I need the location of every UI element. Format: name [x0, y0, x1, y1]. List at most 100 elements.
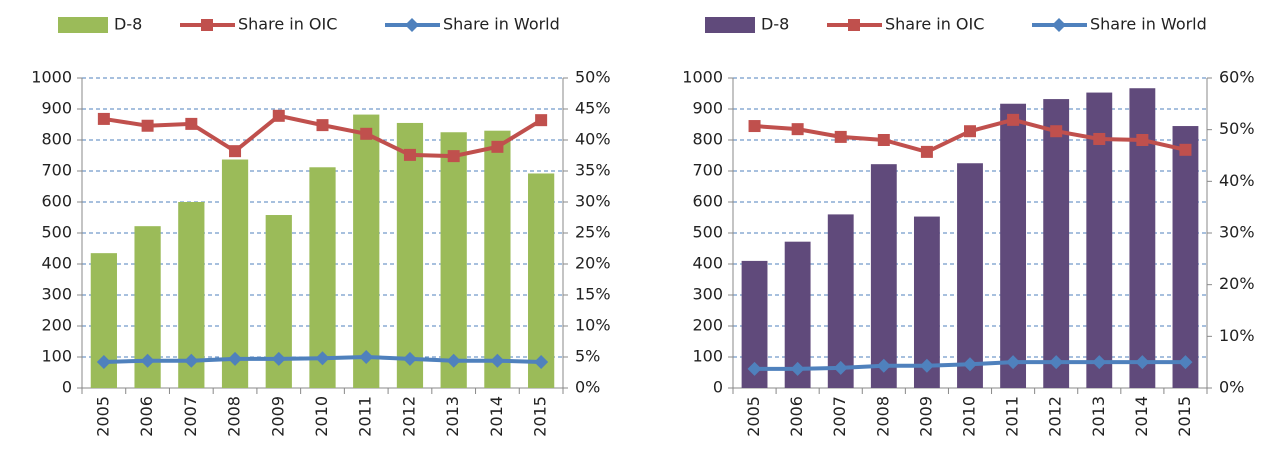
- marker: [491, 140, 504, 153]
- marker: [359, 350, 374, 364]
- marker: [834, 130, 847, 143]
- legend-swatch: [705, 17, 755, 33]
- x-tick-label: 2009: [268, 396, 287, 437]
- chart: 0 100 200 300 400 500 600 700 800 900 1000 0% 10% 20%…: [682, 15, 1254, 437]
- marker: [96, 354, 111, 369]
- marker: [1135, 355, 1150, 370]
- marker: [447, 150, 460, 163]
- y-tick-label: 400: [41, 254, 72, 273]
- marker: [446, 353, 461, 368]
- legend-label: D-8: [761, 15, 789, 34]
- marker: [315, 351, 330, 366]
- x-tick-label: 2007: [181, 396, 200, 437]
- bar: [1172, 126, 1199, 389]
- marker: [316, 119, 329, 132]
- marker: [490, 353, 505, 368]
- bar: [221, 159, 249, 388]
- bar: [957, 163, 983, 388]
- x-tick-label: 2014: [487, 396, 506, 437]
- y-tick-label: 600: [692, 192, 723, 211]
- x-tick-label: 2012: [399, 396, 418, 437]
- y-tick-label: 900: [692, 99, 723, 118]
- y2-tick-label: 10%: [575, 316, 611, 335]
- x-tick-label: 2010: [312, 396, 331, 437]
- marker: [229, 145, 242, 158]
- bar: [440, 132, 467, 388]
- y2-tick-label: 5%: [575, 347, 600, 366]
- y-tick-label: 0: [62, 378, 72, 397]
- y-tick-label: 100: [692, 347, 723, 366]
- x-tick-label: 2015: [1175, 396, 1194, 437]
- x-tick-label: 2015: [531, 396, 550, 437]
- bar: [396, 122, 424, 388]
- x-tick-label: 2005: [93, 396, 112, 437]
- y2-tick-label: 35%: [575, 161, 611, 180]
- y-tick-label: 100: [41, 347, 72, 366]
- marker: [360, 127, 373, 140]
- marker: [402, 351, 417, 366]
- marker: [140, 353, 155, 368]
- y2-tick-label: 30%: [575, 192, 611, 211]
- marker: [791, 123, 804, 136]
- y2-tick-label: 0%: [575, 378, 600, 397]
- y-tick-label: 300: [41, 285, 72, 304]
- y-tick-label: 1000: [31, 68, 72, 87]
- y-tick-label: 500: [41, 223, 72, 242]
- y-tick-label: 800: [692, 130, 723, 149]
- x-tick-label: 2010: [960, 396, 979, 437]
- x-tick-label: 2013: [443, 396, 462, 437]
- marker: [405, 18, 419, 32]
- bar: [353, 114, 380, 388]
- y2-tick-label: 15%: [575, 285, 611, 304]
- marker: [1179, 143, 1192, 156]
- bar: [1000, 103, 1027, 388]
- x-tick-label: 2011: [356, 396, 375, 437]
- x-tick-label: 2008: [225, 396, 244, 437]
- y2-tick-label: 40%: [1219, 171, 1255, 190]
- legend-label: D-8: [114, 15, 142, 34]
- x-tick-label: 2012: [1046, 396, 1065, 437]
- marker: [1050, 125, 1063, 138]
- marker: [1093, 132, 1106, 145]
- bar: [1043, 99, 1070, 388]
- bar: [870, 164, 897, 388]
- bar: [827, 214, 854, 388]
- legend-label: Share in OIC: [238, 15, 337, 34]
- marker: [833, 360, 848, 375]
- y2-tick-label: 50%: [575, 68, 611, 87]
- marker: [919, 358, 934, 373]
- marker: [963, 357, 977, 372]
- y-tick-label: 900: [41, 99, 72, 118]
- bar: [484, 130, 511, 388]
- y2-tick-label: 30%: [1219, 223, 1255, 242]
- marker: [1052, 18, 1066, 32]
- marker: [748, 120, 761, 133]
- marker: [534, 354, 549, 369]
- marker: [1178, 355, 1193, 370]
- y-tick-label: 200: [692, 316, 723, 335]
- marker: [201, 19, 213, 31]
- legend-label: Share in World: [1090, 15, 1207, 34]
- y-tick-label: 500: [692, 223, 723, 242]
- marker: [271, 351, 286, 366]
- legend-swatch: [58, 17, 108, 33]
- y2-tick-label: 60%: [1219, 68, 1255, 87]
- x-tick-label: 2006: [137, 396, 156, 437]
- x-tick-label: 2007: [830, 396, 849, 437]
- x-tick-label: 2009: [916, 396, 935, 437]
- y2-tick-label: 10%: [1219, 326, 1255, 345]
- marker: [403, 148, 416, 161]
- y-tick-label: 300: [692, 285, 723, 304]
- marker: [790, 361, 805, 376]
- chart: 0 100 200 300 400 500 600 700 800 900 1000 0% 5% 10% 1…: [31, 15, 610, 437]
- marker: [876, 358, 891, 373]
- y-tick-label: 700: [41, 161, 72, 180]
- y2-tick-label: 45%: [575, 99, 611, 118]
- marker: [535, 114, 548, 127]
- y2-tick-label: 25%: [575, 223, 611, 242]
- y2-tick-label: 20%: [1219, 274, 1255, 293]
- marker: [964, 125, 976, 138]
- x-tick-label: 2013: [1089, 396, 1108, 437]
- marker: [877, 134, 890, 146]
- marker: [848, 19, 860, 31]
